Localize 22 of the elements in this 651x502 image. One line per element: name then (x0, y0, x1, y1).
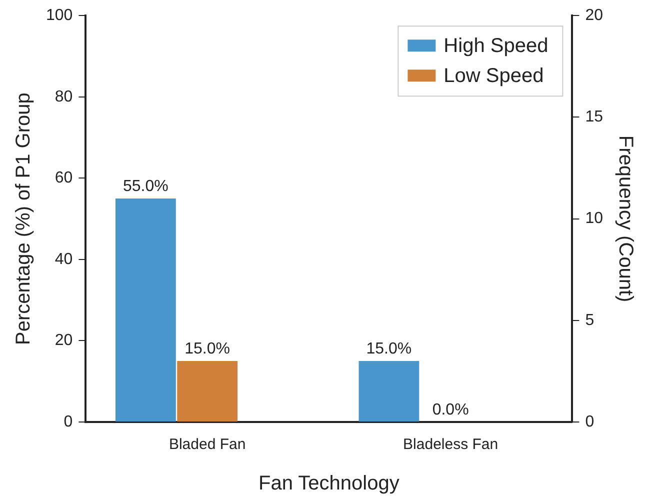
y2-axis-title: Frequency (Count) (614, 135, 636, 302)
y2-tick-label: 0 (585, 413, 594, 430)
data-label: 15.0% (366, 340, 412, 358)
legend-label: Low Speed (444, 65, 544, 88)
y-tick-label: 0 (64, 413, 73, 430)
x-axis-title: Fan Technology (258, 472, 400, 495)
x-tick-label: Bladeless Fan (403, 436, 498, 454)
x-tick-label: Bladed Fan (168, 436, 246, 454)
y2-tick-label: 10 (585, 210, 604, 228)
y-tick-label: 20 (54, 332, 73, 350)
y2-tick-label: 5 (585, 312, 594, 329)
y-tick-label: 60 (54, 170, 73, 187)
y-tick-label: 100 (46, 7, 73, 24)
data-label: 55.0% (123, 178, 168, 195)
y2-tick-label: 15 (585, 108, 604, 126)
y-tick-label: 40 (54, 250, 73, 268)
data-label: 15.0% (184, 340, 230, 358)
y2-tick-label: 20 (585, 7, 604, 24)
data-label: 0.0% (432, 401, 469, 418)
y-tick-label: 80 (54, 88, 73, 106)
y-axis-title: Percentage (%) of P1 Group (12, 92, 35, 345)
legend-label: High Speed (444, 35, 548, 58)
